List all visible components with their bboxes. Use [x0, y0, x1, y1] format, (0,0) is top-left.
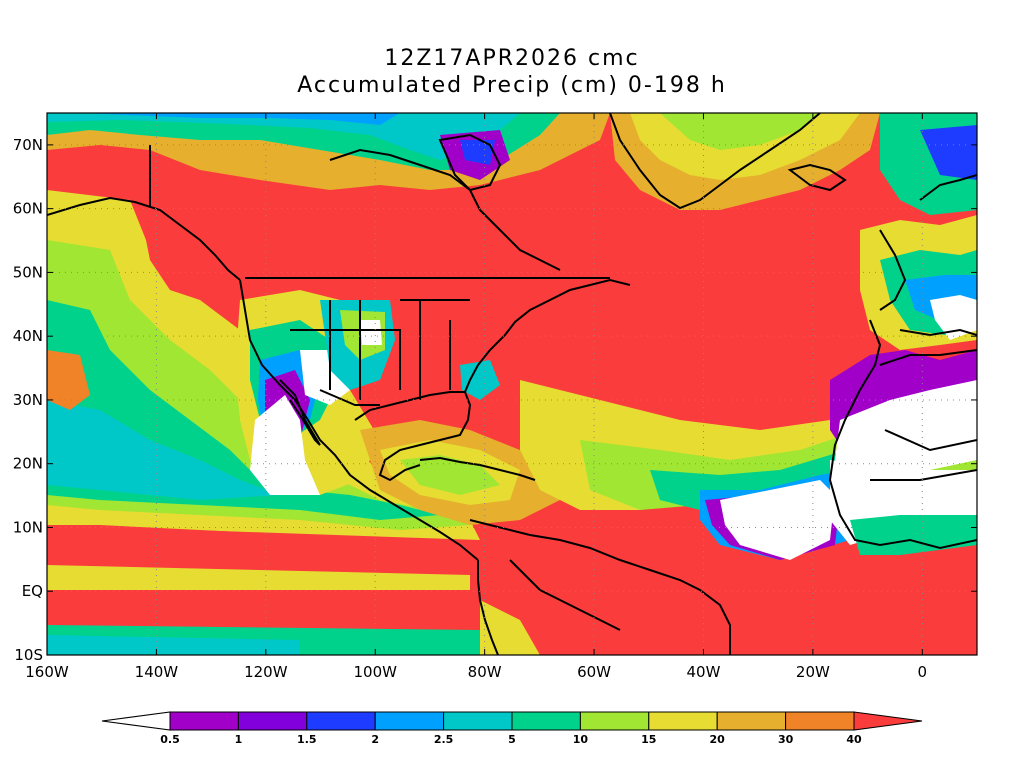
colorbar-segment: [169, 711, 239, 731]
us-mexico-border: [319, 389, 380, 406]
colorbar-segment: [306, 711, 376, 731]
south-america-west-coast: [477, 560, 499, 655]
colorbar-level-label: 40: [846, 733, 862, 746]
colorbar-level-label: 5: [508, 733, 516, 746]
precip-gulf-alaska-red: [140, 210, 210, 300]
coastlines: [47, 113, 977, 655]
colorbar-level-label: 30: [778, 733, 794, 746]
precip-south-pacific-cyan: [47, 635, 300, 655]
lon-tick-label: 20W: [796, 663, 830, 681]
colorbar-segment: [443, 711, 513, 731]
precip-sahara-dry: [835, 380, 977, 480]
lon-tick-label: 80W: [468, 663, 502, 681]
cuba: [419, 456, 536, 481]
lon-tick-label: 140W: [135, 663, 179, 681]
lat-tick-label: EQ: [22, 582, 43, 600]
lat-tick-label: 70N: [13, 136, 43, 154]
lon-tick-label: 160W: [25, 663, 69, 681]
colorbar-level-label: 15: [641, 733, 656, 746]
scandinavia: [919, 174, 977, 201]
colorbar-high-arrow: [853, 711, 923, 731]
precip-hudson-blue: [460, 140, 495, 165]
colorbar-segment: [716, 711, 787, 731]
lon-tick-label: 100W: [354, 663, 398, 681]
iceland: [787, 163, 847, 192]
lat-tick-label: 10S: [14, 646, 43, 664]
colorbar-level-label: 2.5: [434, 733, 454, 746]
lat-tick-label: 20N: [13, 455, 43, 473]
gulf-coast: [354, 391, 472, 482]
us-state-lines: [290, 299, 470, 400]
lon-tick-label: 60W: [577, 663, 611, 681]
greenland-coast: [609, 113, 821, 210]
colorbar-level-label: 20: [710, 733, 726, 746]
colorbar-level-label: 2: [371, 733, 379, 746]
precip-florida-cyan: [460, 360, 500, 400]
lat-tick-label: 50N: [13, 263, 43, 281]
lat-tick-label: 30N: [13, 391, 43, 409]
colorbar-level-label: 1.5: [297, 733, 317, 746]
east-coast: [464, 278, 631, 393]
precip-greenland-lightgreen: [660, 113, 820, 150]
lon-tick-label: 40W: [687, 663, 721, 681]
colorbar-segment: [579, 711, 650, 731]
colorbar-segment: [374, 711, 445, 731]
precip-plains-dry: [360, 320, 382, 345]
precip-pacific-orange: [47, 350, 90, 410]
precip-itcz-red-2: [47, 590, 480, 625]
west-coast: [239, 279, 479, 561]
south-america-north-coast: [469, 519, 731, 655]
colorbar-low-arrow: [101, 711, 171, 731]
map-frame: [46, 112, 978, 656]
precip-pacific-cyan: [47, 400, 280, 500]
precip-baja-dry: [250, 395, 320, 495]
colorbar-level-label: 1: [235, 733, 243, 746]
precip-atlantic-dry: [720, 480, 835, 560]
uk-coast: [879, 229, 907, 311]
colorbar-level-label: 10: [573, 733, 589, 746]
precip-arctic-blue: [80, 113, 400, 125]
colorbar-segment: [511, 711, 581, 731]
hudson-bay: [438, 133, 502, 192]
south-america-borders: [509, 559, 621, 631]
lat-tick-label: 60N: [13, 200, 43, 218]
baja-california: [279, 379, 321, 446]
lon-tick-label: 120W: [244, 663, 288, 681]
map-title-line2: Accumulated Precip (cm) 0-198 h: [297, 73, 727, 98]
precip-arctic-cyan: [47, 113, 520, 160]
north-africa-coast: [879, 349, 977, 366]
precip-itcz-red-1: [47, 525, 480, 560]
mediterranean-north: [899, 328, 977, 337]
precip-norwegian-blue: [920, 125, 977, 180]
colorbar: 0.5 1 1.5 2 2.5 5 10 15 20 30 40: [101, 711, 923, 746]
lon-ticks: 160W 140W 120W 100W 80W 60W 40W 20W 0: [25, 113, 927, 681]
colorbar-segment: [237, 711, 308, 731]
precip-colombia-red: [470, 540, 560, 580]
alaska-coast: [47, 196, 241, 281]
lon-tick-label: 0: [918, 663, 928, 681]
precip-iberia-dry: [930, 295, 977, 340]
precip-pacific-eq-yellow: [47, 565, 470, 590]
grid-lines: [47, 113, 977, 655]
west-africa-coast: [828, 319, 977, 550]
colorbar-level-label: 0.5: [160, 733, 180, 746]
colorbar-segment: [785, 711, 855, 731]
lat-tick-label: 10N: [13, 518, 43, 536]
colorbar-segment: [648, 711, 718, 731]
africa-borders: [870, 429, 977, 481]
lat-ticks: 70N 60N 50N 40N 30N 20N 10N EQ 10S: [13, 136, 977, 664]
precip-field: [47, 113, 977, 655]
lat-tick-label: 40N: [13, 327, 43, 345]
map-title-line1: 12Z17APR2026 cmc: [384, 46, 640, 71]
precip-andes-yellow: [480, 600, 540, 655]
